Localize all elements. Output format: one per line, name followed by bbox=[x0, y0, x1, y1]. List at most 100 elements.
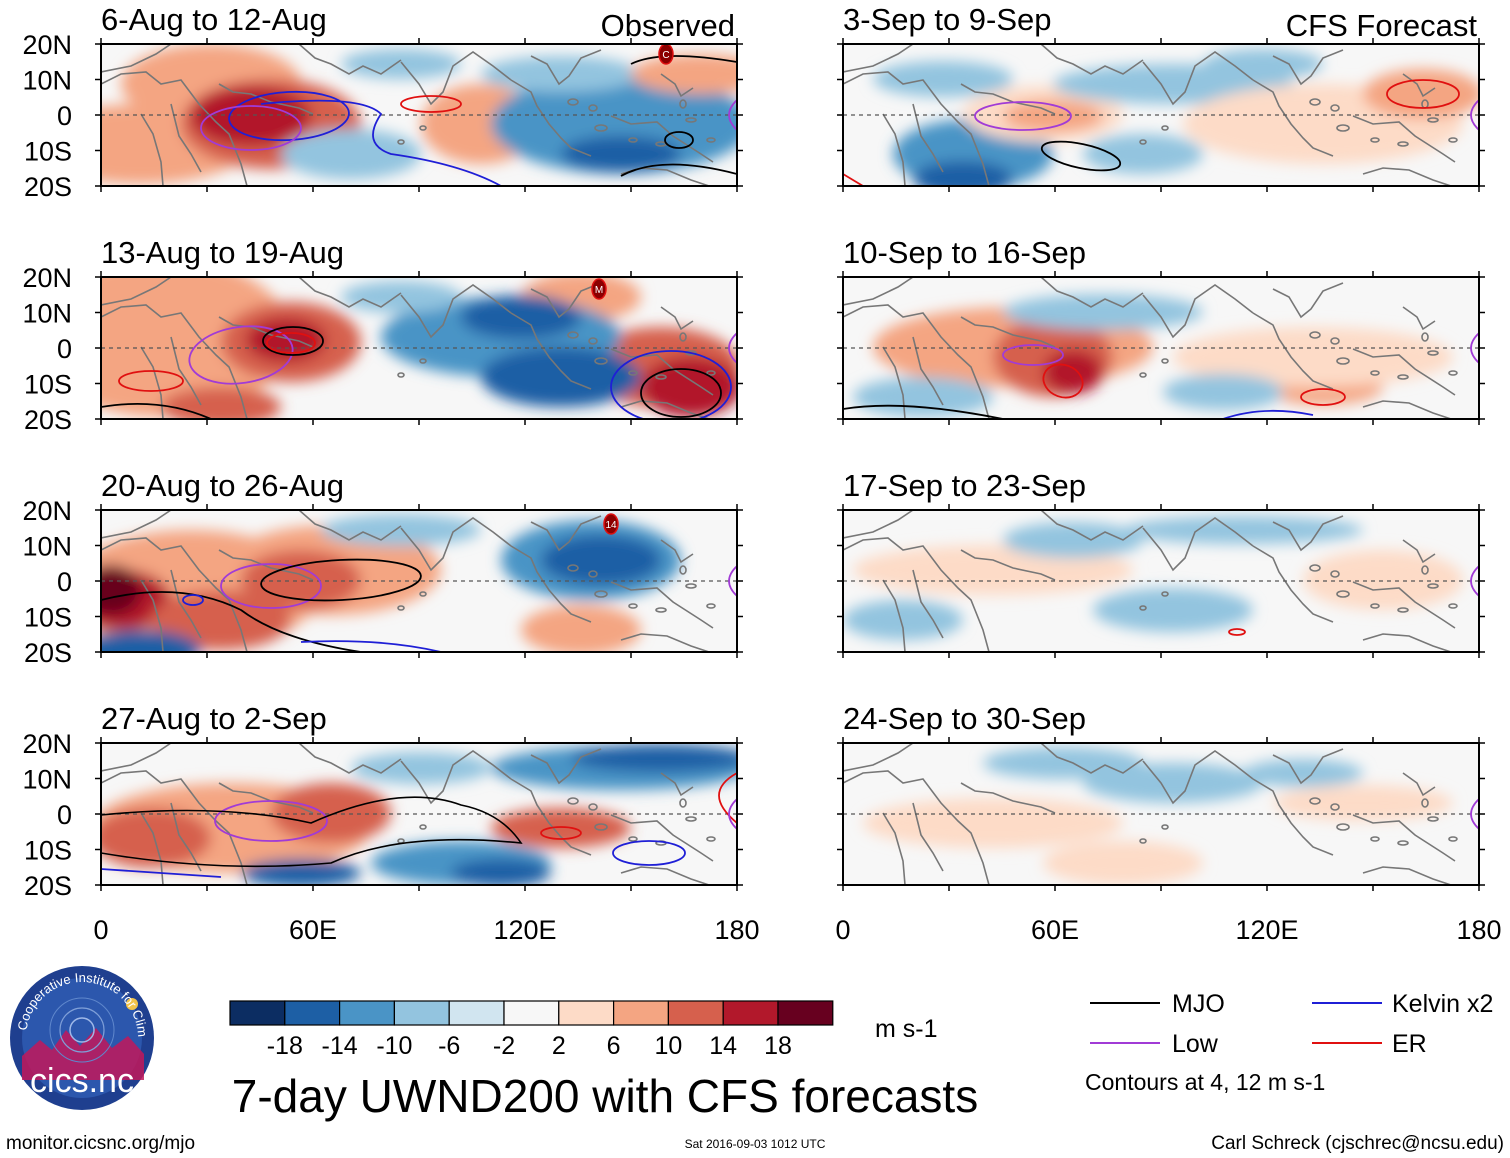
legend-label-mjo: MJO bbox=[1172, 990, 1225, 1018]
colorbar-swatch-9 bbox=[722, 1000, 779, 1026]
y-tick-3-0: 20N bbox=[22, 496, 72, 526]
colorbar-swatch-2 bbox=[339, 1000, 396, 1026]
map-panel-7 bbox=[95, 737, 743, 891]
x-tick-180-obs: 180 bbox=[714, 915, 759, 945]
colorbar-swatch-1 bbox=[284, 1000, 341, 1026]
panel-title-fcst-3: 17-Sep to 23-Sep bbox=[843, 468, 1086, 503]
contours bbox=[1228, 565, 1479, 636]
contours bbox=[843, 79, 1479, 186]
x-tick-60e-obs: 60E bbox=[289, 915, 337, 945]
coastline bbox=[843, 510, 1458, 652]
y-tick-1-2: 0 bbox=[57, 101, 72, 131]
map-panel-6 bbox=[837, 504, 1485, 658]
panel-title-obs-4: 27-Aug to 2-Sep bbox=[101, 701, 327, 736]
x-tick-60e-fcst: 60E bbox=[1031, 915, 1079, 945]
y-tick-3-1: 10N bbox=[22, 532, 72, 562]
x-tick-120e-obs: 120E bbox=[493, 915, 556, 945]
y-tick-3-4: 20S bbox=[24, 638, 72, 668]
logo-sun bbox=[126, 998, 138, 1010]
colorbar-units: m s-1 bbox=[875, 1015, 938, 1043]
footer-url[interactable]: monitor.cicsnc.org/mjo bbox=[6, 1133, 195, 1154]
map-panel-1: C bbox=[95, 38, 743, 192]
colorbar-label-0: -18 bbox=[267, 1032, 303, 1060]
main-title: 7-day UWND200 with CFS forecasts bbox=[232, 1070, 978, 1122]
colorbar-swatch-0 bbox=[229, 1000, 286, 1026]
panel-title-fcst-4: 24-Sep to 30-Sep bbox=[843, 701, 1086, 736]
y-tick-2-0: 20N bbox=[22, 263, 72, 293]
y-tick-4-0: 20N bbox=[22, 729, 72, 759]
map-panel-4 bbox=[837, 271, 1485, 425]
contours: 14 bbox=[101, 513, 737, 652]
y-tick-1-1: 10N bbox=[22, 66, 72, 96]
colorbar-label-4: -2 bbox=[493, 1032, 515, 1060]
footer-author: Carl Schreck (cjschrec@ncsu.edu) bbox=[1211, 1133, 1504, 1154]
y-tick-4-4: 20S bbox=[24, 871, 72, 901]
x-tick-0-fcst: 0 bbox=[835, 915, 850, 945]
storm-label: C bbox=[662, 50, 669, 61]
coastline bbox=[843, 743, 1458, 885]
panels: C M 14 bbox=[95, 38, 1485, 891]
map-panel-2 bbox=[837, 38, 1485, 192]
coastline bbox=[101, 277, 716, 419]
colorbar-swatch-8 bbox=[667, 1000, 724, 1026]
y-tick-2-3: 10S bbox=[24, 370, 72, 400]
colorbar-swatch-7 bbox=[612, 1000, 669, 1026]
y-axis-labels: 20N 10N 0 10S 20S 20N 10N 0 10S 20S 20N 10N 0 10S 20S 2… bbox=[22, 30, 72, 901]
colorbar: -18 -14 -10 -6 -2 2 6 10 14 18 bbox=[229, 1000, 834, 1060]
contours: M bbox=[101, 278, 737, 419]
y-tick-4-1: 10N bbox=[22, 765, 72, 795]
panel-title-fcst-1: 3-Sep to 9-Sep bbox=[843, 2, 1052, 37]
panel-title-obs-3: 20-Aug to 26-Aug bbox=[101, 468, 344, 503]
colorbar-swatch-6 bbox=[558, 1000, 615, 1026]
x-tick-0-obs: 0 bbox=[93, 915, 108, 945]
storm-label: M bbox=[595, 285, 603, 296]
colorbar-label-8: 14 bbox=[709, 1032, 737, 1060]
legend-label-kelvin: Kelvin x2 bbox=[1392, 990, 1493, 1018]
panel-title-fcst-2: 10-Sep to 16-Sep bbox=[843, 235, 1086, 270]
y-tick-2-1: 10N bbox=[22, 299, 72, 329]
y-tick-3-3: 10S bbox=[24, 603, 72, 633]
colorbar-label-9: 18 bbox=[764, 1032, 792, 1060]
storm-label: 14 bbox=[605, 520, 617, 531]
y-tick-4-2: 0 bbox=[57, 800, 72, 830]
logo-mountains bbox=[22, 1028, 144, 1080]
y-tick-2-2: 0 bbox=[57, 334, 72, 364]
colorbar-label-1: -14 bbox=[322, 1032, 358, 1060]
colorbar-swatch-5 bbox=[503, 1000, 560, 1026]
colorbar-swatch-4 bbox=[448, 1000, 505, 1026]
colorbar-swatch-3 bbox=[393, 1000, 450, 1026]
y-tick-2-4: 20S bbox=[24, 405, 72, 435]
y-tick-1-0: 20N bbox=[22, 30, 72, 60]
contours: C bbox=[200, 44, 737, 186]
legend-note: Contours at 4, 12 m s-1 bbox=[1085, 1069, 1325, 1095]
coastline bbox=[843, 277, 1458, 419]
y-tick-1-3: 10S bbox=[24, 137, 72, 167]
y-tick-3-2: 0 bbox=[57, 567, 72, 597]
colorbar-swatch-10 bbox=[777, 1000, 834, 1026]
logo-text: cics.nc bbox=[30, 1062, 134, 1100]
panel-title-obs-2: 13-Aug to 19-Aug bbox=[101, 235, 344, 270]
colorbar-label-7: 10 bbox=[654, 1032, 682, 1060]
footer-timestamp: Sat 2016-09-03 1012 UTC bbox=[685, 1137, 826, 1151]
map-panel-3: M bbox=[95, 271, 743, 425]
contours bbox=[101, 772, 737, 878]
y-tick-1-4: 20S bbox=[24, 172, 72, 202]
legend: MJO Kelvin x2 Low ER Contours at 4, 12 m… bbox=[1085, 990, 1493, 1095]
legend-label-er: ER bbox=[1392, 1030, 1427, 1058]
colorbar-label-6: 6 bbox=[607, 1032, 621, 1060]
x-tick-120e-fcst: 120E bbox=[1235, 915, 1298, 945]
forecast-label: CFS Forecast bbox=[1286, 8, 1478, 43]
colorbar-label-3: -6 bbox=[438, 1032, 460, 1060]
panel-title-obs-1: 6-Aug to 12-Aug bbox=[101, 2, 327, 37]
colorbar-label-2: -10 bbox=[376, 1032, 412, 1060]
x-tick-180-fcst: 180 bbox=[1456, 915, 1501, 945]
contours bbox=[1470, 798, 1479, 830]
map-panel-8 bbox=[837, 737, 1485, 891]
observed-label: Observed bbox=[601, 8, 735, 43]
colorbar-label-5: 2 bbox=[552, 1032, 566, 1060]
coastline bbox=[101, 743, 716, 885]
map-panel-5: 14 bbox=[95, 504, 743, 658]
coastline bbox=[843, 44, 1458, 186]
y-tick-4-3: 10S bbox=[24, 836, 72, 866]
